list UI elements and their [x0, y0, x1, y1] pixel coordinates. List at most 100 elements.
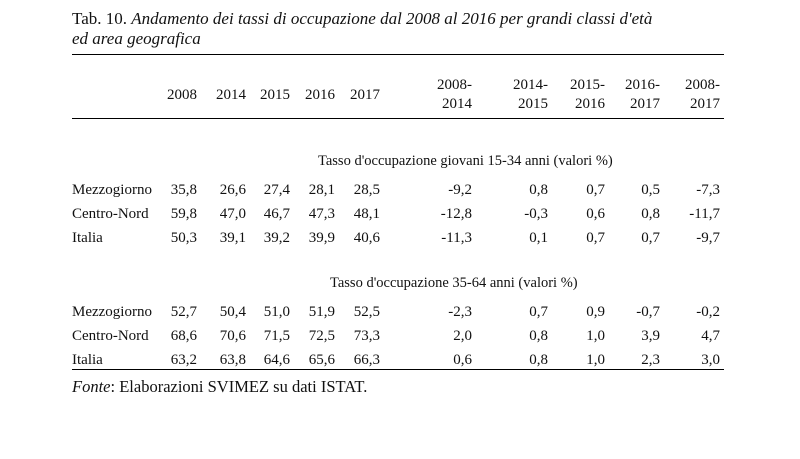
table-cell: -12,8: [440, 206, 472, 222]
column-header-line: 2015-: [570, 77, 605, 93]
table-cell: 68,6: [170, 328, 197, 344]
column-header-line: 2008-: [437, 77, 472, 93]
column-header-line: 2016: [575, 96, 605, 112]
row-label: Centro-Nord: [72, 328, 149, 344]
table-cell: 66,3: [353, 352, 380, 368]
column-header-line: 2008: [167, 87, 197, 103]
table-cell: 2,0: [453, 328, 472, 344]
row-label: Italia: [72, 230, 103, 246]
table-cell: 27,4: [263, 182, 290, 198]
table-cell: 47,3: [308, 206, 335, 222]
caption-prefix: Tab. 10.: [72, 9, 127, 28]
table-cell: 0,7: [586, 182, 605, 198]
table-cell: 3,0: [701, 352, 720, 368]
table-cell: 52,5: [353, 304, 380, 320]
row-label: Centro-Nord: [72, 206, 149, 222]
column-header-line: 2014-: [513, 77, 548, 93]
table-cell: 51,0: [263, 304, 290, 320]
column-header-line: 2017: [690, 96, 720, 112]
table-cell: 46,7: [263, 206, 290, 222]
table-cell: 39,2: [263, 230, 290, 246]
table-cell: 52,7: [170, 304, 197, 320]
column-header: 2008: [167, 86, 197, 105]
table-cell: 26,6: [219, 182, 246, 198]
table-cell: 0,7: [529, 304, 548, 320]
column-header-line: 2015: [518, 96, 548, 112]
table-caption: Tab. 10. Andamento dei tassi di occupazi…: [72, 9, 652, 49]
table-cell: 47,0: [219, 206, 246, 222]
table-cell: 0,5: [641, 182, 660, 198]
table-cell: 0,8: [529, 182, 548, 198]
column-header: 2016- 2017: [625, 76, 660, 114]
table-cell: 0,8: [641, 206, 660, 222]
table-cell: -2,3: [448, 304, 472, 320]
table-cell: 51,9: [308, 304, 335, 320]
column-header: 2014- 2015: [513, 76, 548, 114]
column-header: 2016: [305, 86, 335, 105]
table-cell: 65,6: [308, 352, 335, 368]
source-text: : Elaborazioni SVIMEZ su dati ISTAT.: [110, 377, 368, 396]
column-header-line: 2014: [216, 87, 246, 103]
column-header-line: 2008-: [685, 77, 720, 93]
table-cell: -0,3: [524, 206, 548, 222]
table-cell: 71,5: [263, 328, 290, 344]
table-cell: 35,8: [170, 182, 197, 198]
column-header-line: 2015: [260, 87, 290, 103]
table-cell: -7,3: [696, 182, 720, 198]
caption-line-1: Tab. 10. Andamento dei tassi di occupazi…: [72, 9, 652, 29]
column-header: 2015: [260, 86, 290, 105]
column-header: 2017: [350, 86, 380, 105]
table-cell: 63,2: [170, 352, 197, 368]
table-cell: 48,1: [353, 206, 380, 222]
section-title: Tasso d'occupazione 35-64 anni (valori %…: [330, 275, 578, 291]
table-cell: 70,6: [219, 328, 246, 344]
table-cell: 73,3: [353, 328, 380, 344]
table-cell: -11,3: [441, 230, 472, 246]
table-cell: -0,2: [696, 304, 720, 320]
table-cell: -9,2: [448, 182, 472, 198]
table-cell: 64,6: [263, 352, 290, 368]
table-cell: 63,8: [219, 352, 246, 368]
table-cell: 0,1: [529, 230, 548, 246]
column-header-line: 2017: [350, 87, 380, 103]
column-header: 2014: [216, 86, 246, 105]
table-cell: 39,1: [219, 230, 246, 246]
source-note: Fonte: Elaborazioni SVIMEZ su dati ISTAT…: [72, 377, 367, 397]
column-header-line: 2017: [630, 96, 660, 112]
table-cell: 28,1: [308, 182, 335, 198]
column-header-line: 2016: [305, 87, 335, 103]
bottom-rule: [72, 369, 724, 370]
header-rule: [72, 118, 724, 119]
row-label: Mezzogiorno: [72, 182, 152, 198]
table-cell: 50,3: [170, 230, 197, 246]
table-cell: 1,0: [586, 352, 605, 368]
column-header: 2015- 2016: [570, 76, 605, 114]
table-cell: 40,6: [353, 230, 380, 246]
table-cell: 59,8: [170, 206, 197, 222]
section-title: Tasso d'occupazione giovani 15-34 anni (…: [318, 153, 613, 169]
table-cell: 0,6: [453, 352, 472, 368]
table-cell: 0,7: [586, 230, 605, 246]
table-cell: -9,7: [696, 230, 720, 246]
caption-line-2: ed area geografica: [72, 29, 201, 48]
table-cell: 72,5: [308, 328, 335, 344]
row-label: Italia: [72, 352, 103, 368]
table-cell: 4,7: [701, 328, 720, 344]
table-cell: 0,6: [586, 206, 605, 222]
table-cell: -0,7: [636, 304, 660, 320]
top-rule: [72, 54, 724, 55]
caption-title: Andamento dei tassi di occupazione dal 2…: [131, 9, 653, 28]
table-cell: 0,9: [586, 304, 605, 320]
table-cell: -11,7: [689, 206, 720, 222]
column-header: 2008- 2017: [685, 76, 720, 114]
row-label: Mezzogiorno: [72, 304, 152, 320]
table-cell: 0,8: [529, 328, 548, 344]
column-header: 2008- 2014: [437, 76, 472, 114]
table-cell: 2,3: [641, 352, 660, 368]
table-cell: 28,5: [353, 182, 380, 198]
table-cell: 0,7: [641, 230, 660, 246]
column-header-line: 2016-: [625, 77, 660, 93]
table-cell: 0,8: [529, 352, 548, 368]
table-cell: 3,9: [641, 328, 660, 344]
table-cell: 39,9: [308, 230, 335, 246]
